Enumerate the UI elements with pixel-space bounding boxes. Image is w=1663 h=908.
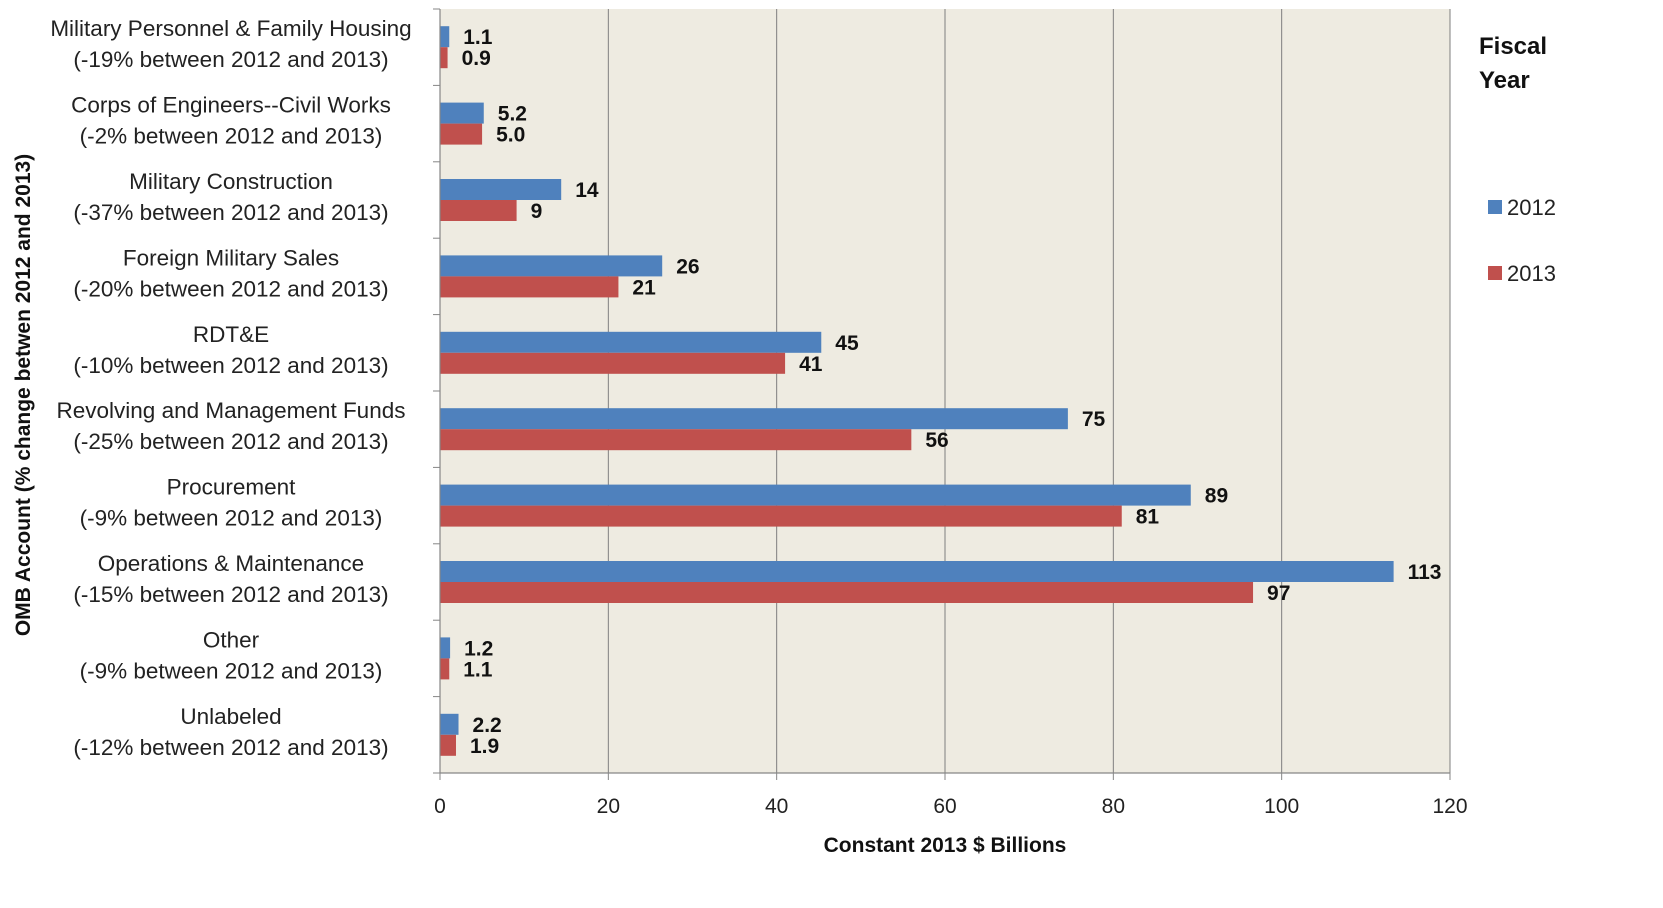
data-label: 81	[1136, 506, 1160, 529]
bar-2012	[440, 331, 822, 353]
x-tick-label: 0	[434, 795, 446, 818]
bar-2013	[440, 352, 786, 374]
category-label: Unlabeled	[180, 704, 281, 729]
x-tick-label: 120	[1432, 795, 1467, 818]
data-label: 21	[632, 276, 656, 299]
legend-title: Year	[1479, 67, 1530, 94]
legend-swatch-2013	[1488, 266, 1502, 280]
bar-2013	[440, 276, 619, 298]
bars	[440, 26, 1394, 756]
data-label: 89	[1205, 485, 1228, 508]
category-label: Foreign Military Sales	[123, 245, 339, 270]
bar-2013	[440, 734, 456, 756]
x-tick-label: 20	[597, 795, 620, 818]
bar-2013	[440, 582, 1254, 603]
data-label: 9	[531, 200, 543, 223]
bar-2013	[440, 47, 448, 69]
bar-2012	[440, 637, 451, 659]
category-change-label: (-25% between 2012 and 2013)	[73, 429, 388, 454]
y-axis-title: OMB Account (% change betwen 2012 and 20…	[12, 154, 35, 636]
category-label: Corps of Engineers--Civil Works	[71, 93, 391, 118]
category-label: Military Personnel & Family Housing	[50, 16, 411, 41]
x-tick-label: 100	[1264, 795, 1299, 818]
category-change-label: (-12% between 2012 and 2013)	[73, 735, 388, 760]
legend-title: Fiscal	[1479, 33, 1547, 60]
bar-2013	[440, 658, 450, 680]
x-tick-label: 80	[1102, 795, 1125, 818]
data-label: 113	[1408, 561, 1442, 584]
bar-2013	[440, 429, 912, 451]
data-label: 56	[925, 429, 948, 452]
x-axis-title: Constant 2013 $ Billions	[824, 834, 1067, 857]
bar-2013	[440, 123, 483, 145]
bar-2012	[440, 179, 562, 200]
bar-2012	[440, 561, 1394, 582]
category-label: RDT&E	[193, 322, 269, 347]
data-label: 41	[799, 353, 823, 376]
data-label: 1.2	[464, 637, 493, 660]
bar-2012	[440, 713, 459, 735]
bar-2012	[440, 26, 450, 48]
category-change-label: (-9% between 2012 and 2013)	[80, 658, 383, 683]
x-tick-label: 60	[933, 795, 956, 818]
data-label: 97	[1267, 582, 1290, 605]
bar-2013	[440, 505, 1122, 527]
category-label: Military Construction	[129, 169, 333, 194]
data-label: 0.9	[462, 47, 491, 70]
data-label: 5.0	[496, 124, 525, 147]
bar-2012	[440, 408, 1068, 430]
bar-2012	[440, 255, 663, 277]
x-tick-label: 40	[765, 795, 788, 818]
category-change-label: (-20% between 2012 and 2013)	[73, 276, 388, 301]
legend-label: 2013	[1507, 261, 1556, 286]
category-change-label: (-15% between 2012 and 2013)	[73, 582, 388, 607]
legend-label: 2012	[1507, 195, 1556, 220]
category-label: Procurement	[167, 475, 297, 500]
data-label: 2.2	[473, 714, 502, 737]
data-label: 45	[835, 332, 859, 355]
category-label: Operations & Maintenance	[98, 551, 364, 576]
gridlines	[607, 9, 1451, 773]
axes	[433, 8, 1451, 780]
bar-2012	[440, 484, 1191, 506]
bar-2013	[440, 200, 517, 221]
category-change-label: (-37% between 2012 and 2013)	[73, 200, 388, 225]
category-label: Revolving and Management Funds	[57, 398, 406, 423]
legend: Fiscal Year 2012 2013	[1479, 33, 1556, 286]
data-label: 1.1	[463, 26, 493, 49]
category-change-label: (-2% between 2012 and 2013)	[80, 124, 383, 149]
legend-swatch-2012	[1488, 200, 1502, 214]
category-label: Other	[203, 627, 260, 652]
data-label: 14	[575, 179, 599, 202]
category-change-label: (-9% between 2012 and 2013)	[80, 506, 383, 531]
category-change-label: (-10% between 2012 and 2013)	[73, 353, 388, 378]
bar-2012	[440, 102, 484, 124]
data-label: 26	[676, 255, 699, 278]
category-change-label: (-19% between 2012 and 2013)	[73, 47, 388, 72]
data-label: 1.9	[470, 735, 499, 758]
data-label: 1.1	[463, 658, 493, 681]
data-label: 5.2	[498, 103, 527, 126]
data-label: 75	[1082, 408, 1106, 431]
